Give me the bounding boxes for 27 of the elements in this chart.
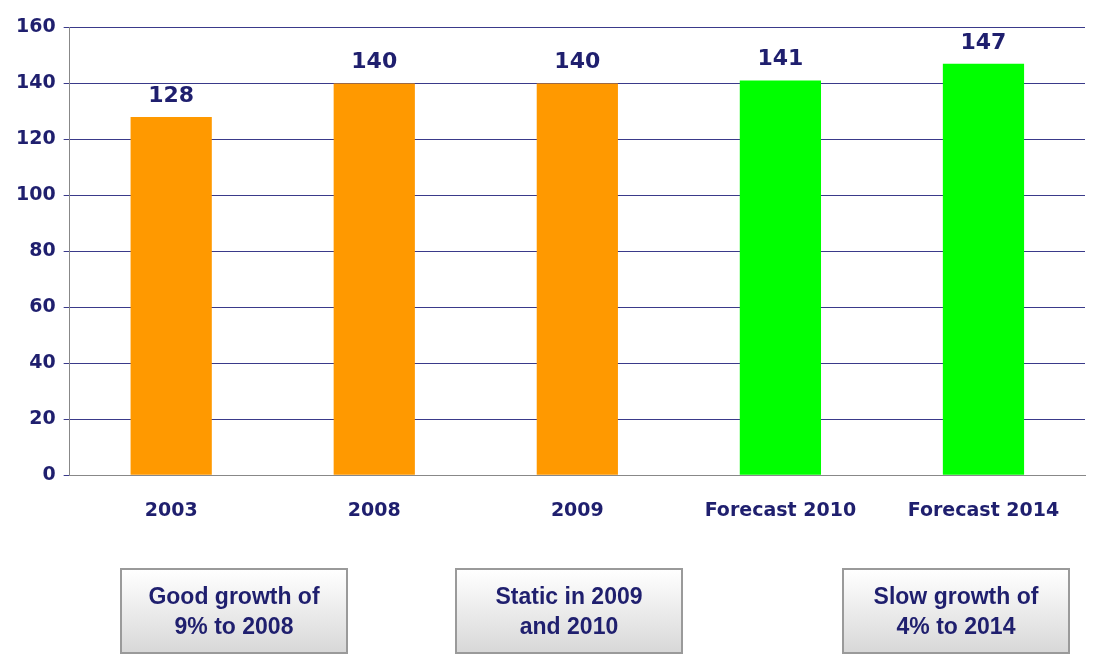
- y-tick-label: 20: [29, 406, 56, 429]
- y-tick-label: 80: [29, 238, 56, 261]
- y-tick-label: 0: [42, 462, 56, 485]
- y-tick-label: 60: [29, 294, 56, 317]
- y-tick-label: 120: [15, 126, 56, 149]
- data-label: 141: [757, 45, 804, 71]
- data-label: 147: [960, 28, 1007, 54]
- data-label: 140: [554, 48, 601, 74]
- x-tick-label: Forecast 2010: [704, 497, 857, 520]
- bar: [130, 116, 212, 475]
- text: Static in 2009 and 2010: [455, 568, 683, 654]
- data-label: 128: [148, 81, 195, 107]
- data-label: 140: [351, 48, 398, 74]
- y-tick-label: 100: [15, 182, 56, 205]
- x-tick-label: 2009: [550, 497, 604, 520]
- x-tick-label: 2003: [144, 497, 198, 520]
- y-tick-label: 160: [15, 14, 56, 37]
- text: Slow growth of 4% to 2014: [842, 568, 1070, 654]
- bar: [942, 63, 1025, 475]
- y-tick-label: 140: [15, 70, 56, 93]
- bar: [333, 83, 415, 475]
- y-tick-label: 40: [29, 350, 56, 373]
- text: Good growth of 9% to 2008: [120, 568, 348, 654]
- x-tick-label: 2008: [347, 497, 401, 520]
- bar: [739, 80, 822, 475]
- bar: [536, 83, 618, 475]
- x-tick-label: Forecast 2014: [907, 497, 1060, 520]
